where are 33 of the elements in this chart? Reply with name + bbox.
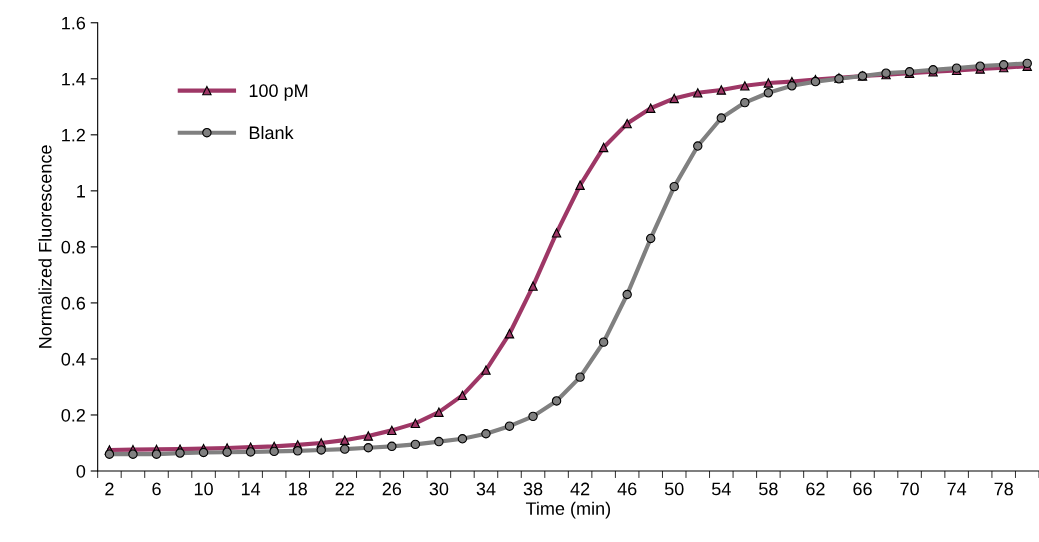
x-tick-label: 70	[900, 482, 919, 496]
x-tick-label: 22	[335, 482, 354, 496]
y-tick-label: 0.2	[61, 408, 85, 422]
y-tick-label: 0	[76, 464, 86, 478]
x-tick-label: 66	[853, 482, 872, 496]
legend-label: 100 pM	[249, 84, 308, 101]
x-tick-label: 50	[664, 482, 684, 496]
x-tick-label: 58	[759, 482, 778, 496]
x-axis-title: Time (min)	[525, 501, 611, 519]
x-tick-label: 6	[152, 482, 161, 496]
y-tick-label: 0.4	[61, 352, 86, 366]
x-tick-label: 14	[241, 482, 261, 496]
y-tick-label: 1.4	[62, 72, 86, 86]
x-tick-label: 30	[429, 482, 449, 496]
y-tick-label: 1.6	[62, 16, 86, 30]
y-tick-label: 1.2	[62, 128, 85, 142]
x-tick-label: 54	[711, 482, 731, 496]
x-tick-label: 42	[570, 482, 590, 496]
x-tick-label: 74	[947, 482, 967, 496]
legend-label: Blank	[249, 125, 294, 140]
x-tick-label: 46	[617, 482, 637, 496]
x-tick-label: 18	[289, 482, 307, 496]
x-tick-label: 78	[994, 482, 1013, 496]
x-tick-label: 34	[476, 482, 496, 496]
y-axis-title: Normalized Fluorescence	[38, 145, 52, 348]
x-tick-label: 38	[523, 482, 543, 496]
x-tick-label: 10	[194, 482, 213, 496]
x-tick-label: 26	[382, 482, 402, 496]
x-tick-label: 62	[806, 482, 825, 496]
x-tick-label: 2	[105, 482, 114, 496]
y-tick-label: 1	[77, 184, 85, 198]
y-tick-label: 0.8	[61, 240, 86, 254]
y-tick-label: 0.6	[61, 296, 86, 310]
